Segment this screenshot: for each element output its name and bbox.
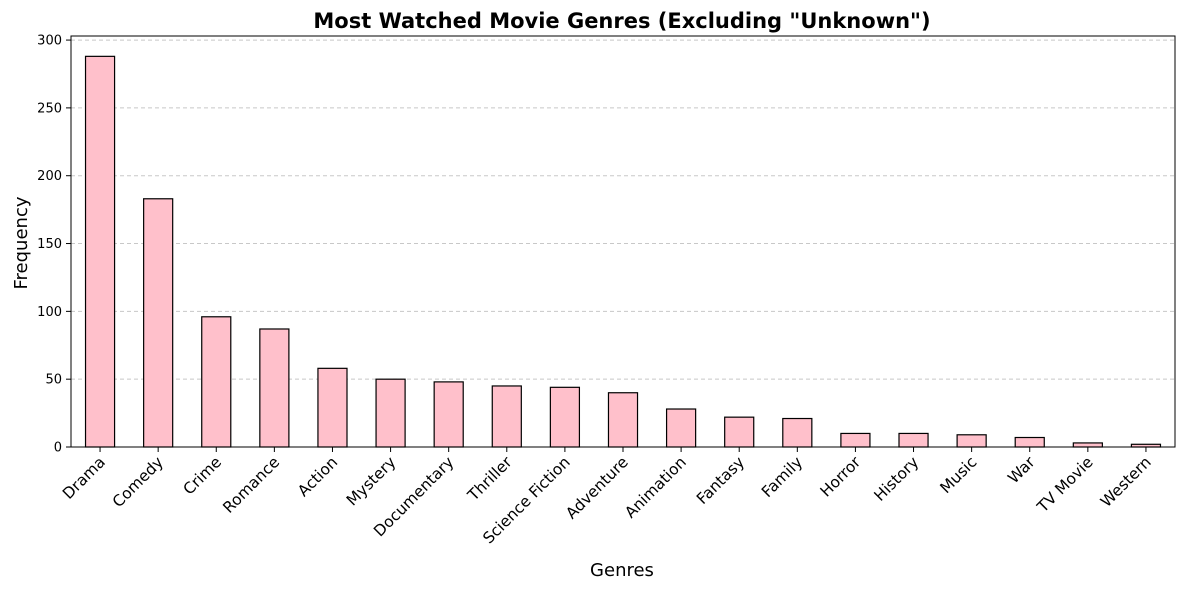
bar <box>607 392 639 448</box>
y-tick-label: 250 <box>37 101 62 116</box>
x-tick-label: Crime <box>180 453 225 498</box>
bar <box>665 408 697 448</box>
plot-frame <box>70 35 1176 448</box>
bar <box>375 378 406 448</box>
bar <box>1072 442 1103 448</box>
x-tick-label: Music <box>937 453 981 497</box>
x-tick-label: History <box>871 453 923 505</box>
bar <box>317 367 348 448</box>
x-tick-label: Family <box>758 453 806 501</box>
chart-title: Most Watched Movie Genres (Excluding "Un… <box>313 9 930 33</box>
y-tick-label: 300 <box>37 34 62 49</box>
bar <box>259 328 290 448</box>
x-tick-label: Drama <box>59 453 109 503</box>
x-tick-label: Action <box>294 453 341 500</box>
x-tick-label: TV Movie <box>1033 453 1097 517</box>
bar <box>898 432 929 448</box>
x-tick-label: Thriller <box>464 453 516 505</box>
x-tick-label: Mystery <box>343 453 399 509</box>
x-tick-label: Western <box>1097 453 1155 511</box>
y-tick-label: 50 <box>45 373 62 388</box>
bar <box>201 316 232 448</box>
x-tick-label: War <box>1004 453 1039 488</box>
bar <box>491 385 522 448</box>
bar <box>1014 436 1045 448</box>
bar <box>724 416 755 448</box>
y-tick-label: 200 <box>37 169 62 184</box>
bar <box>549 386 581 448</box>
bar <box>956 434 987 448</box>
bar <box>840 432 871 448</box>
y-tick-label: 150 <box>37 237 62 252</box>
x-tick-label: Animation <box>621 453 690 522</box>
gridlines <box>71 39 1175 448</box>
x-tick-label: Romance <box>220 453 284 517</box>
y-tick-label: 0 <box>54 441 62 456</box>
x-tick-label: Fantasy <box>693 453 748 508</box>
y-tick-label: 100 <box>37 305 62 320</box>
bars <box>84 55 1162 448</box>
x-tick-label: Horror <box>817 453 865 501</box>
y-axis-label: Frequency <box>11 196 32 289</box>
x-tick-label: Comedy <box>109 453 167 511</box>
bar <box>782 417 813 448</box>
axes: 0 50 100 150 200 250 300 Drama Comedy CrimeRomanc… <box>37 34 1176 547</box>
bar <box>84 55 116 448</box>
bar <box>143 198 174 448</box>
bar <box>433 381 464 448</box>
x-axis-label: Genres <box>590 560 654 581</box>
x-tick-label: Adventure <box>562 453 631 522</box>
